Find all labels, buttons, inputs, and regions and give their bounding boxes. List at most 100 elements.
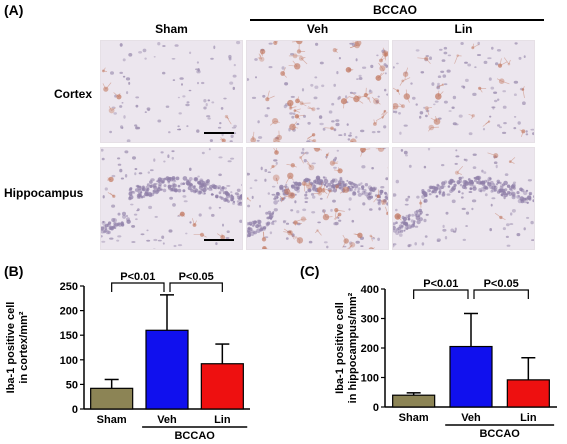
nucleus [483, 171, 486, 174]
pyramidal-cell [324, 184, 327, 187]
nucleus [398, 112, 401, 115]
nucleus [370, 142, 374, 143]
pyramidal-cell [168, 185, 171, 188]
nucleus [461, 192, 463, 194]
pyramidal-cell [462, 185, 466, 189]
nucleus [218, 174, 222, 177]
nucleus [405, 204, 409, 206]
nucleus [497, 49, 501, 52]
nucleus [283, 220, 287, 222]
nucleus [464, 159, 466, 161]
nucleus [123, 115, 125, 119]
nucleus [467, 64, 471, 67]
nucleus [441, 164, 444, 166]
nucleus [250, 187, 253, 189]
nucleus [499, 126, 502, 128]
nucleus [291, 96, 295, 98]
nucleus [296, 210, 299, 213]
pyramidal-cell [369, 187, 373, 191]
nucleus [404, 151, 408, 155]
nucleus [210, 139, 213, 142]
nucleus [268, 192, 270, 195]
nucleus [233, 75, 237, 78]
nucleus [247, 205, 250, 208]
nucleus [184, 200, 188, 202]
pyramidal-cell [231, 196, 234, 199]
nucleus [383, 125, 386, 128]
nucleus [338, 220, 341, 222]
nucleus [497, 124, 500, 126]
pyramidal-cell [268, 211, 272, 215]
nucleus [455, 163, 458, 165]
nucleus [405, 198, 408, 201]
nucleus [378, 207, 381, 210]
nucleus [424, 166, 426, 169]
nucleus [431, 82, 434, 86]
nucleus [254, 179, 257, 181]
pyramidal-cell [324, 177, 327, 180]
pyramidal-cell [172, 182, 175, 185]
bar-veh [146, 330, 188, 409]
nucleus [141, 233, 145, 235]
nucleus [522, 101, 526, 105]
pyramidal-cell [489, 178, 491, 180]
nucleus [209, 207, 212, 210]
pyramidal-cell [521, 197, 525, 201]
nucleus [526, 130, 528, 132]
pyramidal-cell [516, 191, 519, 194]
y-tick-label: 400 [361, 284, 379, 296]
nucleus [229, 57, 232, 60]
nucleus [491, 106, 495, 108]
nucleus [206, 115, 210, 117]
nucleus [422, 242, 425, 245]
pyramidal-cell [481, 180, 485, 184]
nucleus [123, 58, 126, 61]
nucleus [207, 117, 210, 119]
significance-bracket [112, 283, 164, 292]
nucleus [356, 78, 359, 80]
nucleus [148, 171, 150, 173]
pyramidal-cell [474, 177, 476, 179]
pyramidal-cell [142, 188, 144, 190]
microglia-process [388, 168, 389, 173]
nucleus [463, 86, 466, 89]
nucleus [348, 135, 352, 137]
nucleus [362, 67, 366, 69]
nucleus [172, 157, 174, 160]
nucleus [175, 44, 179, 47]
nucleus [463, 239, 466, 241]
nucleus [274, 208, 278, 211]
nucleus [337, 150, 339, 152]
nucleus [460, 42, 463, 45]
nucleus [489, 77, 492, 80]
nucleus [317, 222, 321, 224]
nucleus [161, 236, 164, 239]
nucleus [101, 241, 105, 243]
iba1-stain [329, 190, 332, 193]
nucleus [272, 186, 276, 188]
nucleus [143, 49, 147, 53]
pyramidal-cell [312, 187, 316, 191]
nucleus [179, 77, 183, 80]
nucleus [135, 168, 138, 170]
nucleus [126, 77, 130, 80]
nucleus [512, 209, 516, 213]
nucleus [489, 116, 491, 118]
nucleus [284, 105, 287, 109]
significance-label: P<0.01 [423, 278, 458, 290]
nucleus [302, 209, 306, 212]
nucleus [385, 72, 387, 74]
micrograph-hippocampus-sham [100, 147, 243, 250]
pyramidal-cell [416, 213, 420, 217]
nucleus [336, 71, 338, 74]
nucleus [399, 132, 401, 135]
nucleus [242, 177, 243, 180]
nucleus [219, 122, 221, 124]
nucleus [213, 46, 215, 50]
nucleus [415, 226, 419, 228]
nucleus [168, 131, 171, 133]
nucleus [227, 230, 230, 233]
pyramidal-cell [158, 187, 160, 189]
x-tick-label: Veh [157, 414, 177, 426]
